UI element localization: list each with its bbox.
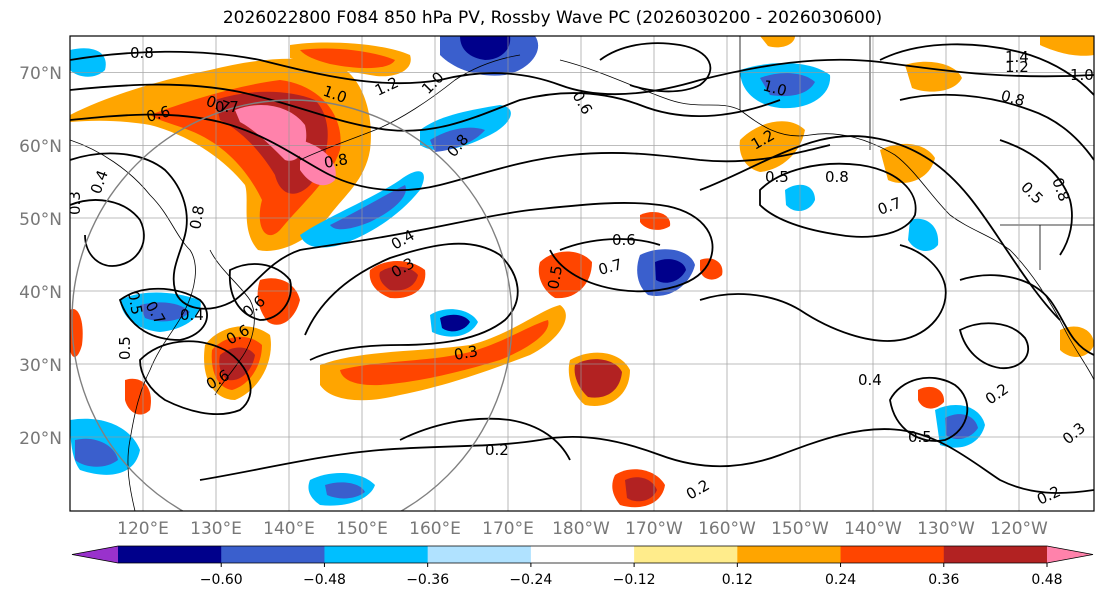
colorbar-segment [530, 546, 635, 563]
lon-label: 180°W [552, 519, 610, 539]
contour-label: 0.4 [858, 371, 882, 389]
lon-label: 130°W [917, 519, 975, 539]
colorbar-tick-label: −0.36 [406, 572, 449, 588]
colorbar-segment [427, 546, 532, 563]
contour-label: 0.6 [144, 102, 172, 126]
lon-label: 150°W [771, 519, 829, 539]
contour-label: 1.0 [1070, 66, 1094, 84]
colorbar-segment [324, 546, 429, 563]
shade-positive [235, 105, 307, 161]
contour-label: 0.8 [825, 168, 849, 186]
shade-positive [125, 378, 151, 415]
contour-label: 0.8 [323, 150, 350, 172]
shade-negative [140, 302, 190, 322]
contour-label: 0.6 [612, 231, 636, 249]
shade-negative [655, 259, 686, 283]
contour-label: 0.8 [186, 204, 208, 231]
colorbar-tick-label: −0.60 [200, 572, 243, 588]
contour-label: 0.5 [544, 264, 566, 291]
lat-label: 50°N [19, 210, 62, 230]
shade-positive [700, 258, 723, 280]
contour-label: 0.3 [453, 342, 480, 364]
shade-negative [908, 218, 939, 252]
lon-label: 160°W [698, 519, 756, 539]
colorbar-segment [840, 546, 945, 563]
shade-positive [300, 48, 395, 69]
contour-label: 0.5 [116, 336, 134, 360]
shade-negative [430, 127, 485, 152]
lon-label: 170°E [482, 519, 534, 539]
colorbar-tick-label: 0.12 [722, 572, 753, 588]
shade-positive [905, 61, 962, 92]
contour-label: 1.2 [1005, 58, 1029, 76]
colorbar-extend-min [72, 546, 118, 563]
shade-positive [538, 251, 592, 299]
contour-label: 0.8 [130, 44, 154, 62]
shade-positive [340, 320, 549, 386]
shade-negative [325, 482, 365, 499]
shade-positive [1040, 36, 1094, 56]
colorbar: −0.60 −0.48 −0.36 −0.24 −0.12 0.12 0.24 0.36 0.4… [71, 545, 1094, 588]
shade-positive [257, 278, 300, 325]
shade-positive [379, 266, 418, 291]
colorbar-tick-label: 0.36 [928, 572, 959, 588]
colorbar-tick-label: 0.24 [825, 572, 856, 588]
lon-label: 140°E [263, 519, 315, 539]
contour-label: 0.2 [485, 441, 509, 459]
lon-label: 120°W [990, 519, 1048, 539]
map-title: 2026022800 F084 850 hPa PV, Rossby Wave … [222, 8, 883, 28]
contour-label: 0.5 [908, 428, 932, 446]
shade-negative [440, 314, 470, 332]
colorbar-tick-label: −0.24 [509, 572, 552, 588]
lon-label: 130°E [190, 519, 242, 539]
shade-positive [760, 36, 795, 48]
shade-negative [75, 438, 118, 467]
lon-label: 170°W [625, 519, 683, 539]
latitude-labels: 70°N 60°N 50°N 40°N 30°N 20°N [19, 64, 62, 449]
contour-label: 0.8 [999, 86, 1027, 110]
longitude-labels: 120°E 130°E 140°E 150°E 160°E 170°E 180°… [117, 519, 1048, 539]
lon-label: 150°E [336, 519, 388, 539]
colorbar-tick-label: −0.12 [613, 572, 656, 588]
colorbar-segment [221, 546, 325, 563]
lat-label: 40°N [19, 283, 62, 303]
lon-label: 160°E [409, 519, 461, 539]
lat-label: 70°N [19, 64, 62, 84]
lon-label: 140°W [844, 519, 902, 539]
lat-label: 30°N [19, 356, 62, 376]
lat-label: 20°N [19, 429, 62, 449]
shade-positive [625, 477, 657, 502]
colorbar-segment [737, 546, 842, 563]
contour-label: 0.5 [765, 168, 789, 186]
contour-label: 0.4 [180, 306, 204, 324]
contour-layer [70, 42, 1094, 494]
colorbar-segment [943, 546, 1048, 563]
colorbar-tick-label: 0.48 [1031, 572, 1062, 588]
colorbar-tick-label: −0.48 [303, 572, 346, 588]
contour-label: 0.5 [124, 290, 146, 317]
shade-positive [918, 386, 945, 409]
colorbar-extend-max [1047, 546, 1093, 563]
shade-positive [574, 359, 622, 398]
colorbar-segment [118, 546, 222, 563]
contour-label: 0.3 [66, 191, 84, 215]
contour-label: 1.0 [761, 76, 789, 100]
reference-circle [71, 99, 513, 511]
map-frame [69, 35, 1095, 512]
lon-label: 120°E [117, 519, 169, 539]
contour-label: 0.7 [596, 255, 624, 279]
contour-label: 1.4 [1005, 48, 1029, 66]
lat-label: 60°N [19, 137, 62, 157]
colorbar-outline [71, 545, 1094, 564]
contour-label: 0.7 [215, 98, 239, 116]
shade-negative [460, 36, 511, 60]
colorbar-segment [634, 546, 738, 563]
shade-negative [760, 73, 815, 97]
shade-positive [640, 212, 671, 230]
